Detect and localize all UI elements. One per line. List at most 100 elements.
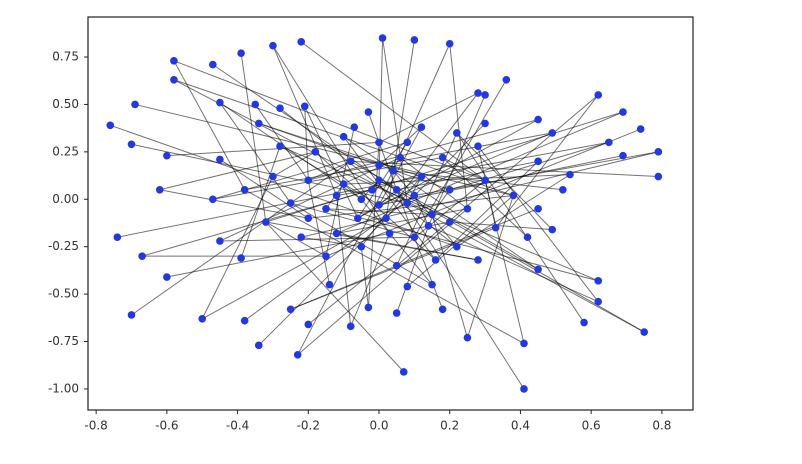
- node: [304, 176, 313, 185]
- node: [654, 148, 663, 156]
- edge: [413, 237, 444, 310]
- edge: [265, 221, 327, 257]
- edge: [297, 170, 394, 356]
- edge: [336, 189, 373, 196]
- node: [262, 218, 270, 226]
- plot-frame: [87, 16, 694, 411]
- edge: [385, 39, 415, 219]
- edge: [378, 38, 384, 181]
- node: [297, 38, 306, 46]
- node: [216, 237, 224, 245]
- node: [332, 229, 341, 238]
- node: [491, 223, 500, 232]
- edge: [431, 214, 468, 338]
- edge: [258, 217, 387, 346]
- edge: [159, 151, 316, 191]
- node: [636, 125, 645, 133]
- node: [375, 176, 383, 185]
- edge: [413, 79, 507, 238]
- edge: [325, 208, 599, 282]
- node: [237, 254, 245, 262]
- node: [382, 214, 390, 223]
- node: [389, 167, 397, 175]
- node: [127, 140, 136, 149]
- edge: [360, 198, 433, 285]
- x-tick-label: -0.8: [84, 419, 107, 433]
- edge: [456, 132, 585, 323]
- edge: [279, 145, 599, 282]
- x-tick-label: 0.4: [511, 419, 530, 433]
- node: [403, 138, 412, 147]
- edge: [343, 136, 436, 261]
- edge: [431, 189, 451, 215]
- edge: [396, 160, 539, 191]
- node: [428, 210, 436, 219]
- node: [346, 157, 355, 166]
- edge: [290, 265, 397, 310]
- node: [170, 75, 178, 84]
- node: [403, 282, 412, 291]
- edge: [407, 202, 645, 333]
- edge: [421, 141, 609, 178]
- node: [385, 229, 394, 238]
- edge: [428, 94, 486, 227]
- edge: [244, 164, 380, 191]
- node: [605, 138, 613, 147]
- node: [378, 34, 387, 42]
- node: [375, 201, 383, 209]
- node: [619, 108, 627, 116]
- edge: [212, 157, 443, 200]
- node: [474, 142, 482, 150]
- edge: [477, 145, 599, 303]
- node: [364, 108, 373, 116]
- y-tick-label: -1.00: [48, 381, 79, 395]
- node: [339, 132, 348, 141]
- node: [286, 199, 295, 207]
- edge: [367, 111, 380, 143]
- node: [520, 339, 528, 348]
- node: [654, 172, 663, 181]
- edge: [265, 111, 624, 223]
- node: [216, 98, 224, 107]
- node: [311, 148, 320, 156]
- x-tick-label: -0.4: [226, 419, 249, 433]
- node: [276, 104, 284, 113]
- node: [438, 305, 447, 314]
- node: [417, 123, 426, 131]
- edge: [308, 119, 539, 181]
- node: [463, 333, 472, 342]
- edge: [378, 92, 479, 143]
- node: [304, 214, 313, 223]
- y-tick-label: 0.75: [52, 50, 79, 64]
- node: [594, 277, 603, 285]
- node: [276, 142, 284, 150]
- node: [297, 233, 306, 242]
- edge: [385, 176, 422, 219]
- node: [304, 320, 313, 329]
- node: [474, 89, 482, 97]
- edge: [343, 183, 362, 200]
- node: [322, 252, 330, 260]
- node: [346, 322, 355, 331]
- edge: [357, 176, 422, 219]
- node: [619, 151, 627, 160]
- node: [502, 75, 511, 84]
- edge: [336, 195, 352, 327]
- node: [392, 309, 401, 317]
- node: [438, 153, 447, 162]
- edge: [134, 103, 514, 196]
- edge: [201, 176, 274, 319]
- edge: [449, 141, 609, 191]
- y-tick-label: 0.25: [52, 144, 79, 158]
- node: [392, 185, 401, 194]
- edge: [325, 208, 433, 215]
- node: [357, 195, 366, 204]
- x-tick-label: -0.2: [297, 419, 320, 433]
- node: [353, 214, 362, 223]
- node: [293, 351, 302, 359]
- node: [339, 180, 348, 188]
- edge: [382, 37, 408, 204]
- edge: [301, 151, 659, 238]
- edge: [360, 246, 369, 308]
